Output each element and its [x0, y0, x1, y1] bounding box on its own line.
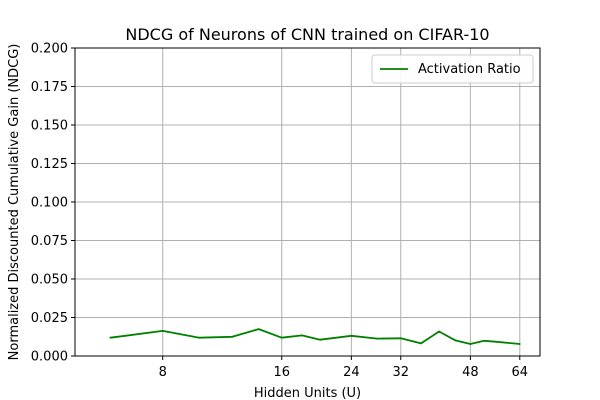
data-point [231, 335, 234, 338]
data-point [420, 342, 422, 345]
data-point [319, 338, 321, 341]
legend: Activation Ratio [371, 54, 534, 84]
y-tick-label: 0.025 [31, 311, 68, 326]
data-point [280, 336, 283, 339]
data-point [301, 334, 303, 337]
y-tick-label: 0.150 [31, 119, 68, 134]
y-axis-label: Normalized Discounted Cumulative Gain (N… [7, 44, 22, 361]
y-tick-label: 0.050 [31, 273, 68, 288]
data-point [454, 339, 457, 342]
x-tick-label: 16 [273, 365, 290, 380]
x-tick-label: 48 [462, 365, 479, 380]
x-tick-label: 64 [512, 365, 529, 380]
ticks: 0.000 0.025 0.050 0.075 0.100 0.125 0.150 0.175… [31, 42, 528, 381]
series-layer [109, 328, 521, 345]
x-axis-label: Hidden Units (U) [254, 386, 361, 400]
data-point [518, 343, 521, 345]
chart-title: NDCG of Neurons of CNN trained on CIFAR-… [125, 25, 489, 44]
data-point [109, 336, 112, 339]
legend-box [371, 54, 534, 84]
data-point [438, 330, 440, 333]
y-tick-label: 0.175 [31, 80, 68, 95]
x-tick-label: 32 [392, 365, 409, 380]
data-point [257, 328, 260, 330]
data-point [469, 343, 472, 345]
data-point [495, 340, 498, 343]
data-point [161, 330, 164, 332]
data-point [399, 337, 402, 340]
y-tick-label: 0.200 [31, 42, 68, 57]
legend-label-activation-ratio: Activation Ratio [418, 62, 521, 77]
data-point [483, 339, 485, 342]
data-point [198, 336, 201, 339]
y-tick-label: 0.000 [31, 350, 68, 365]
y-tick-label: 0.125 [31, 157, 68, 172]
data-point [350, 334, 353, 337]
x-tick-label: 24 [343, 365, 360, 380]
y-tick-label: 0.100 [31, 196, 68, 211]
data-point [376, 337, 379, 340]
series-line-0 [110, 328, 520, 345]
grid [75, 47, 540, 357]
x-tick-label: 8 [159, 365, 167, 380]
y-tick-label: 0.075 [31, 234, 68, 249]
